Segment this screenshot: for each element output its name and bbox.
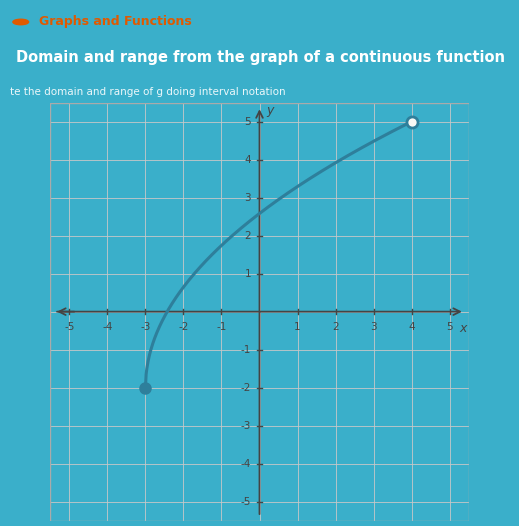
Text: 5: 5 bbox=[446, 322, 453, 332]
Text: 3: 3 bbox=[370, 322, 377, 332]
Text: 2: 2 bbox=[332, 322, 339, 332]
Ellipse shape bbox=[13, 19, 29, 25]
Text: 1: 1 bbox=[244, 269, 251, 279]
Text: Domain and range from the graph of a continuous function: Domain and range from the graph of a con… bbox=[16, 50, 504, 65]
Text: -2: -2 bbox=[241, 383, 251, 393]
Text: Graphs and Functions: Graphs and Functions bbox=[39, 15, 192, 28]
Text: -1: -1 bbox=[216, 322, 227, 332]
Text: -2: -2 bbox=[179, 322, 189, 332]
Text: -5: -5 bbox=[241, 497, 251, 507]
Text: -3: -3 bbox=[140, 322, 151, 332]
Text: 3: 3 bbox=[244, 193, 251, 203]
Text: x: x bbox=[459, 322, 467, 335]
Text: -5: -5 bbox=[64, 322, 75, 332]
Text: 1: 1 bbox=[294, 322, 301, 332]
Text: 5: 5 bbox=[244, 117, 251, 127]
Text: 2: 2 bbox=[244, 230, 251, 240]
Text: -3: -3 bbox=[241, 421, 251, 431]
Text: 4: 4 bbox=[244, 155, 251, 165]
Text: -4: -4 bbox=[241, 459, 251, 469]
Text: te the domain and range of g doing interval notation: te the domain and range of g doing inter… bbox=[10, 87, 286, 97]
Text: -1: -1 bbox=[241, 345, 251, 355]
Text: -4: -4 bbox=[102, 322, 113, 332]
Text: 4: 4 bbox=[408, 322, 415, 332]
Text: y: y bbox=[266, 105, 274, 117]
